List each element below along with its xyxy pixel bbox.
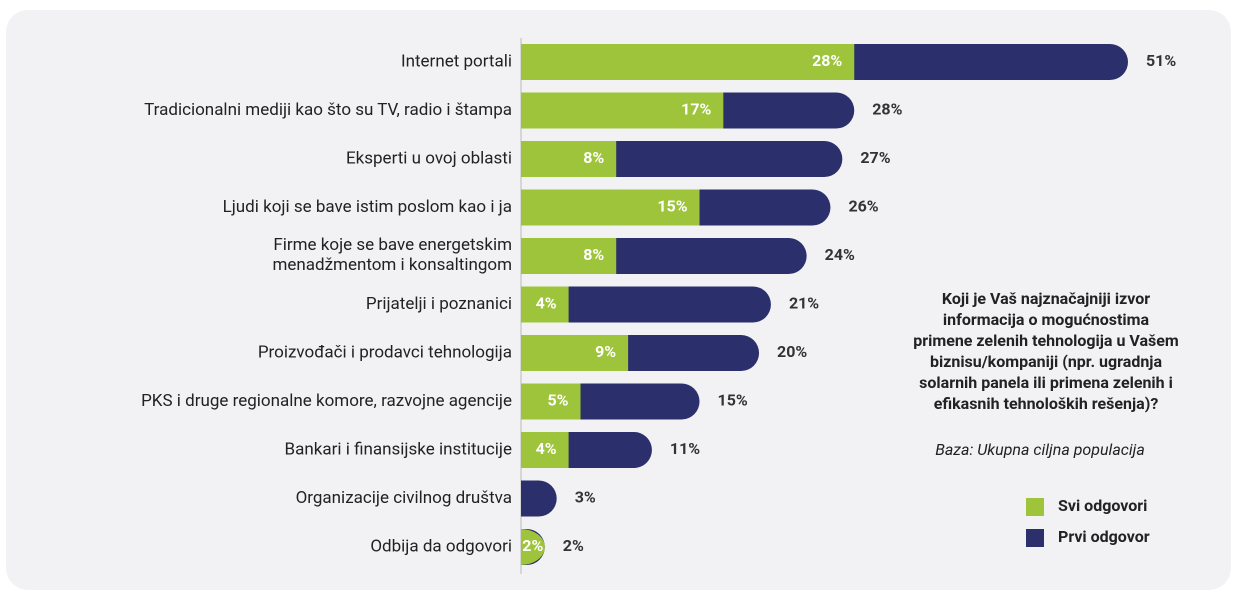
value-label: 28% xyxy=(872,100,902,119)
category-label: Internet portali xyxy=(401,51,512,71)
value-label: 9% xyxy=(595,342,616,361)
bar xyxy=(521,189,700,226)
value-label: 51% xyxy=(1146,51,1176,70)
value-label: 28% xyxy=(812,51,842,70)
value-label: 24% xyxy=(825,245,855,264)
bar xyxy=(521,335,629,371)
bar xyxy=(521,141,617,177)
category-label: Ljudi koji se bave istim poslom kao i ja xyxy=(223,197,512,217)
bar xyxy=(521,92,724,129)
bar xyxy=(521,238,617,274)
bar xyxy=(521,432,569,468)
value-label: 21% xyxy=(789,294,819,313)
legend-swatch xyxy=(1026,498,1044,516)
value-label: 4% xyxy=(536,294,557,313)
bar xyxy=(521,383,581,420)
value-label: 2% xyxy=(522,536,543,555)
legend-label: Svi odgovori xyxy=(1058,496,1147,515)
value-label: 8% xyxy=(583,148,604,167)
value-label: 3% xyxy=(575,488,596,507)
value-label: 15% xyxy=(718,391,748,410)
value-label: 17% xyxy=(681,100,711,119)
category-label: PKS i druge regionalne komore, razvojne … xyxy=(141,391,512,411)
question-text: solarnih panela ili primena zelenih i xyxy=(919,373,1173,392)
category-label: Bankari i finansijske institucije xyxy=(285,439,512,459)
value-label: 15% xyxy=(657,197,687,216)
value-label: 26% xyxy=(848,197,878,216)
question-text: informacija o mogućnostima xyxy=(943,310,1150,329)
legend-swatch xyxy=(1026,529,1044,547)
category-label: Odbija da odgovori xyxy=(370,536,512,556)
category-label: Prijatelji i poznanici xyxy=(366,294,512,314)
value-label: 11% xyxy=(670,439,700,458)
value-label: 4% xyxy=(536,439,557,458)
question-text: efikasnih tehnoloških rešenja)? xyxy=(934,394,1159,413)
bar xyxy=(521,286,569,323)
bar xyxy=(521,480,557,517)
question-text: biznisu/kompaniji (npr. ugradnja xyxy=(930,352,1162,371)
value-label: 5% xyxy=(547,391,568,410)
question-text: primene zelenih tehnologija u Vašem xyxy=(913,331,1179,350)
category-label: Firme koje se bave energetskim menadžment… xyxy=(272,235,512,275)
category-label: Proizvođači i prodavci tehnologija xyxy=(258,342,512,362)
question-text: Koji je Vaš najznačajniji izvor xyxy=(942,289,1150,308)
category-label: Organizacije civilnog društva xyxy=(296,488,512,508)
legend-label: Prvi odgovor xyxy=(1058,527,1150,546)
value-label: 27% xyxy=(860,148,890,167)
category-label: Tradicionalni mediji kao što su TV, radi… xyxy=(144,100,512,120)
value-label: 20% xyxy=(777,342,807,361)
bar xyxy=(521,286,771,323)
bar xyxy=(521,44,855,80)
value-label: 2% xyxy=(563,536,584,555)
base-note: Baza: Ukupna ciljna populacija xyxy=(935,440,1145,459)
bar xyxy=(521,529,545,565)
value-label: 8% xyxy=(583,245,604,264)
category-label: Eksperti u ovoj oblasti xyxy=(346,148,512,168)
